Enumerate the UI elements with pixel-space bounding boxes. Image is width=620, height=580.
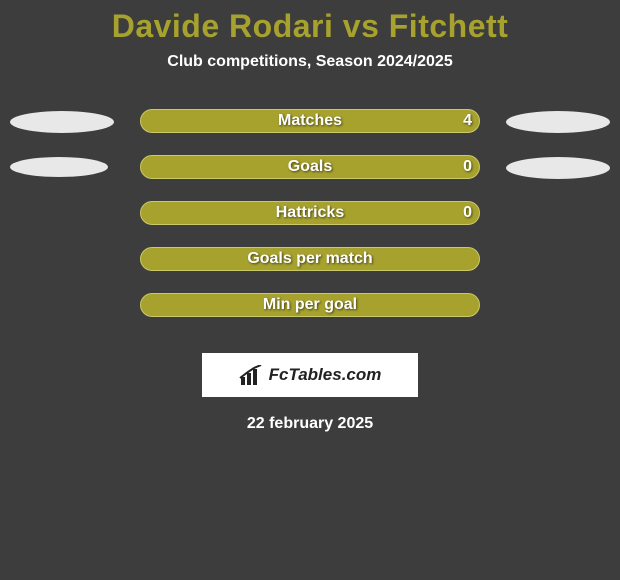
player-right-ellipse xyxy=(506,157,610,179)
player-right-ellipse xyxy=(506,111,610,133)
date-text: 22 february 2025 xyxy=(0,415,620,433)
stat-label: Goals per match xyxy=(140,247,480,271)
stat-value: 0 xyxy=(140,155,472,179)
stat-row: Min per goal xyxy=(0,293,620,339)
bar-chart-icon xyxy=(239,365,263,385)
stat-value: 4 xyxy=(140,109,472,133)
stat-row: Hattricks0 xyxy=(0,201,620,247)
logo-box: FcTables.com xyxy=(202,353,418,397)
comparison-card: Davide Rodari vs Fitchett Club competiti… xyxy=(0,0,620,580)
stat-row: Goals0 xyxy=(0,155,620,201)
stat-rows: Matches4Goals0Hattricks0Goals per match M… xyxy=(0,109,620,339)
logo-text: FcTables.com xyxy=(269,365,382,385)
stat-row: Goals per match xyxy=(0,247,620,293)
player-left-ellipse xyxy=(10,111,114,133)
stat-row: Matches4 xyxy=(0,109,620,155)
page-title: Davide Rodari vs Fitchett xyxy=(0,8,620,45)
logo: FcTables.com xyxy=(239,365,382,385)
stat-value: 0 xyxy=(140,201,472,225)
player-left-ellipse xyxy=(10,157,108,177)
subtitle: Club competitions, Season 2024/2025 xyxy=(0,53,620,71)
stat-label: Min per goal xyxy=(140,293,480,317)
